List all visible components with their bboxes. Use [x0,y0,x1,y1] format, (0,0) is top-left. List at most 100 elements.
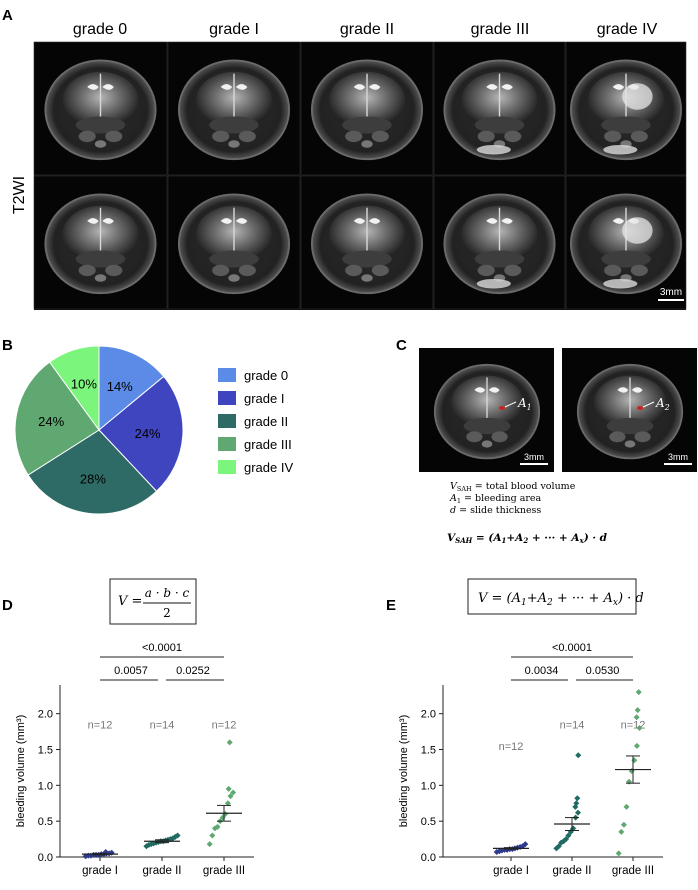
y-axis-label: bleeding volume (mm³) [15,715,27,827]
data-point [225,785,232,792]
legend-label: grade II [244,414,288,429]
panel-d-formula-box: V = a · b · c 2 [109,578,197,625]
panel-e-formula-box: V = (A1+A2 + ··· + Ax) · d [467,578,644,615]
y-tick-label: 2.0 [421,709,436,721]
y-tick-label: 2.0 [38,709,53,721]
y-tick-label: 1.5 [421,745,436,757]
formula-d-numerator: a · b · c [145,586,190,600]
sig-label: <0.0001 [142,642,182,654]
bleed-marker-2 [637,406,643,410]
data-point [214,823,221,830]
data-point [573,800,580,807]
y-tick-label: 0.0 [421,852,436,864]
legend-swatch [218,414,236,428]
data-point [623,803,630,810]
legend-swatch [218,437,236,451]
data-point [626,778,633,785]
panel-a-scale-bar: 3mm [660,287,682,298]
column-label: grade IV [597,21,658,38]
legend-label: grade III [244,437,292,452]
mri-cell [565,175,687,310]
pie-slice [27,429,158,515]
formula-e: V = (A1+A2 + ··· + Ax) · d [478,591,644,608]
legend-label: grade I [244,391,284,406]
data-point [628,768,635,774]
pie-slice [98,345,165,432]
pie-slice-label: 10% [71,377,97,392]
mri-cell [433,175,566,310]
legend-line: A1 = bleeding area [449,493,542,505]
x-tick-label: grade III [612,865,654,877]
panel-a-row-label: T2WI [11,176,28,214]
n-label: n=14 [560,719,585,731]
pie-chart: 14% 24% 28% 24% 10% [14,345,184,515]
mri-cell [33,175,168,310]
data-point [635,689,642,696]
data-point [574,795,581,802]
data-point [634,707,641,714]
y-tick-label: 1.5 [38,745,53,757]
legend-swatch [218,460,236,474]
scatter-plot-d: 0.0 0.5 1.0 1.5 2.0 bleeding volume (mm³) grad… [15,642,254,877]
panel-c-scale-2: 3mm [668,452,688,462]
mri-cell [33,41,168,176]
legend-line: VSAH = total blood volume [450,481,576,493]
y-tick-label: 1.0 [421,780,436,792]
data-point [631,757,638,764]
bleed-marker-1 [499,406,505,410]
panel-e-letter: E [386,597,396,614]
x-tick-label: grade II [143,865,182,877]
panel-c-scale-1: 3mm [524,452,544,462]
y-tick-label: 1.0 [38,780,53,792]
data-point [620,821,627,828]
n-label: n=12 [621,719,646,731]
column-label: grade 0 [73,21,127,38]
sig-label: <0.0001 [552,642,592,654]
annotation-a2: A2 [655,396,670,412]
column-label: grade I [209,21,259,38]
data-point [226,739,233,746]
scatter-plot-e: 0.0 0.5 1.0 1.5 2.0 bleeding volume (mm³) grad… [398,642,663,877]
mri-grid: 3mm [33,41,687,310]
legend-line: d = slide thickness [450,505,541,516]
panel-c-images: 3mm 3mm A1 A2 [419,348,697,472]
sig-label: 0.0034 [525,665,559,677]
data-point [209,832,216,839]
x-tick-label: grade I [82,865,118,877]
pie-slice-label: 24% [38,414,64,429]
data-point [615,850,622,857]
sig-label: 0.0530 [586,665,620,677]
panel-c-letter: C [396,337,407,354]
n-label: n=12 [212,719,237,731]
legend-label: grade IV [244,460,293,475]
data-point [227,793,234,800]
legend-swatch [218,391,236,405]
data-point [575,809,581,816]
legend-swatch [218,368,236,382]
sig-label: 0.0057 [114,665,148,677]
mri-cell [300,41,434,176]
y-tick-label: 0.5 [421,816,436,828]
pie-slice [48,345,100,432]
formula-d-lhs: V = [118,594,142,609]
data-point [633,714,640,721]
panel-a-letter: A [2,7,13,24]
n-label: n=14 [150,719,175,731]
pie-slice-label: 14% [107,379,133,394]
y-tick-label: 0.5 [38,816,53,828]
pie-legend: grade 0 grade I grade II grade III grade IV [218,368,293,475]
mri-cell [167,175,301,310]
data-point [636,725,643,731]
sig-label: 0.0252 [176,665,210,677]
mri-cell [433,41,566,176]
pie-slice-label: 24% [135,426,161,441]
x-tick-label: grade II [553,865,592,877]
pie-slice [14,361,100,476]
panel-a-column-labels: grade 0 grade I grade II grade III grade IV [73,21,658,38]
n-label: n=12 [88,719,113,731]
mri-cell [300,175,434,310]
pie-slice-label: 28% [80,471,106,486]
data-point [633,742,640,749]
panel-d-letter: D [2,597,13,614]
